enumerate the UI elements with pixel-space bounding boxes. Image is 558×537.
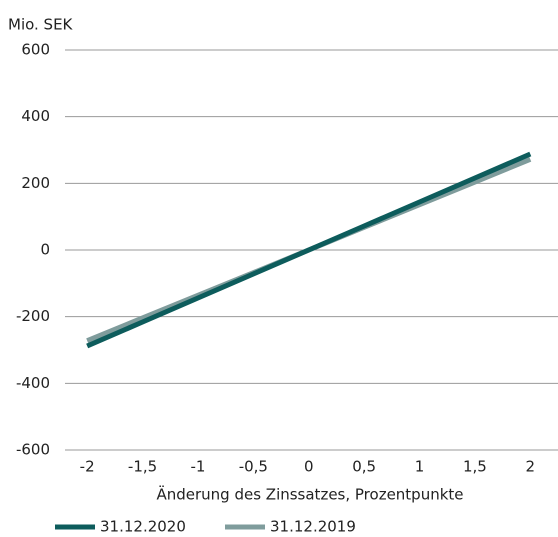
x-tick-label: 0: [304, 458, 314, 476]
x-tick-label: 0,5: [352, 458, 376, 476]
x-tick-label: 1,5: [463, 458, 487, 476]
y-tick-label: -600: [16, 441, 50, 459]
legend-label: 31.12.2020: [100, 518, 186, 536]
x-axis-label: Änderung des Zinssatzes, Prozentpunkte: [156, 485, 463, 504]
legend-label: 31.12.2019: [270, 518, 356, 536]
x-tick-label: 2: [526, 458, 536, 476]
y-tick-label: 400: [21, 107, 50, 125]
y-tick-label: 0: [40, 241, 50, 259]
x-tick-label: -1: [190, 458, 205, 476]
x-tick-label: 1: [415, 458, 425, 476]
x-tick-label: -1,5: [128, 458, 157, 476]
y-tick-label: -400: [16, 374, 50, 392]
y-tick-label: 200: [21, 174, 50, 192]
x-tick-label: -2: [80, 458, 95, 476]
y-axis-label: Mio. SEK: [8, 16, 74, 34]
y-tick-label: 600: [21, 41, 50, 59]
y-tick-label: -200: [16, 307, 50, 325]
series-line: [86, 151, 532, 349]
x-tick-label: -0,5: [239, 458, 268, 476]
